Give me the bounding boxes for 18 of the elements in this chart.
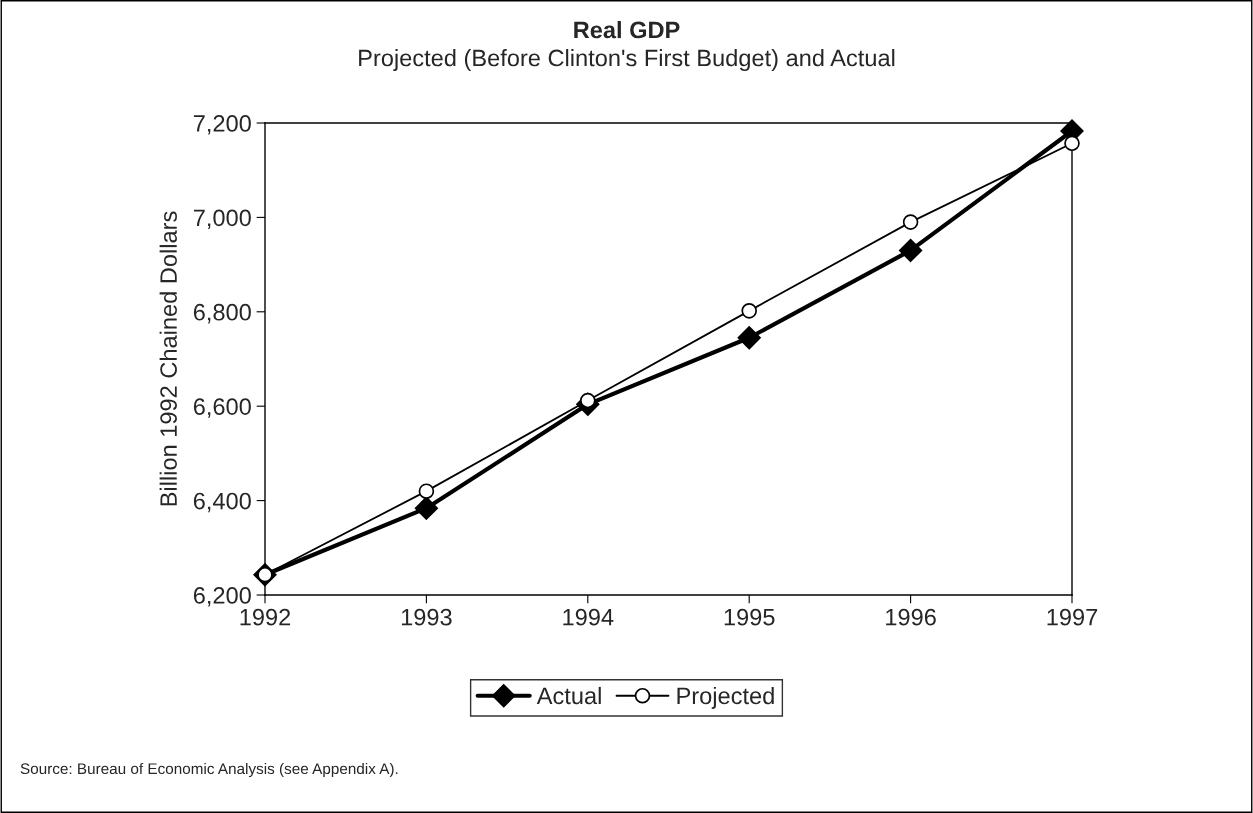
- x-tick-label: 1996: [886, 608, 936, 626]
- x-tick-label: 1995: [724, 608, 775, 626]
- y-tick-label: 7,200: [193, 115, 251, 135]
- chart-subtitle: Projected (Before Clinton's First Budget) and Actual: [359, 49, 895, 71]
- y-tick-label: 6,800: [193, 303, 251, 324]
- y-tick-label: 7,000: [193, 209, 251, 229]
- legend-label: Projected: [677, 686, 774, 709]
- x-tick-label: 1993: [401, 608, 452, 626]
- x-tick-label: 1997: [1047, 608, 1098, 626]
- y-axis-title: Billion 1992 Chained Dollars: [159, 211, 177, 506]
- x-tick-label: 1992: [240, 608, 291, 626]
- source-note: Source: Bureau of Economic Analysis (see Appendix A).: [20, 762, 398, 778]
- y-tick-label: 6,600: [193, 398, 251, 418]
- legend-label: Actual: [536, 686, 601, 705]
- y-tick-label: 6,200: [193, 587, 251, 607]
- chart-title: Real GDP: [574, 21, 680, 39]
- y-tick-label: 6,400: [193, 492, 251, 513]
- x-tick-label: 1994: [563, 608, 614, 626]
